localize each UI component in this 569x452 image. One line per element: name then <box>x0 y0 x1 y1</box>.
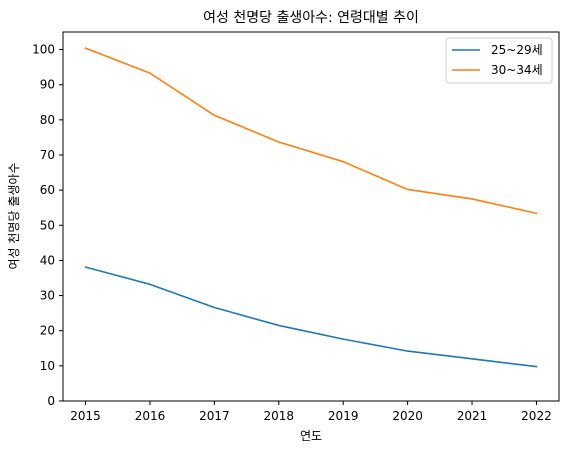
y-tick-label: 100 <box>32 43 55 57</box>
y-axis-label: 여성 천명당 출생아수 <box>6 163 21 270</box>
plot-frame <box>62 31 560 402</box>
y-tick-label: 80 <box>40 113 55 127</box>
plot-area <box>62 31 560 402</box>
chart-title: 여성 천명당 출생아수: 연령대별 추이 <box>203 10 419 26</box>
x-tick-label: 2019 <box>328 409 359 423</box>
x-axis-label: 연도 <box>300 429 322 443</box>
legend-label-0: 25~29세 <box>491 43 543 57</box>
legend-label-1: 30~34세 <box>491 63 543 77</box>
y-tick-label: 90 <box>40 78 55 92</box>
y-tick-label: 0 <box>47 394 55 408</box>
series-line-0 <box>84 266 538 368</box>
series-lines <box>84 47 538 368</box>
y-tick-label: 40 <box>40 253 55 267</box>
series-line-1 <box>84 47 538 215</box>
y-axis: 0 10 20 30 40 50 60 70 80 90 100 <box>32 43 63 408</box>
x-axis: 2015 2016 2017 2018 2019 2020 2021 2022 <box>70 401 552 423</box>
y-tick-label: 50 <box>40 218 55 232</box>
y-tick-label: 20 <box>40 324 55 338</box>
y-tick-label: 10 <box>40 359 55 373</box>
x-tick-label: 2022 <box>521 409 552 423</box>
x-tick-label: 2020 <box>392 409 423 423</box>
legend: 25~29세 30~34세 <box>445 37 553 84</box>
y-tick-label: 70 <box>40 148 55 162</box>
x-tick-label: 2018 <box>264 409 295 423</box>
y-tick-label: 30 <box>40 289 55 303</box>
x-tick-label: 2015 <box>70 409 101 423</box>
x-tick-label: 2017 <box>199 409 230 423</box>
x-tick-label: 2016 <box>135 409 166 423</box>
y-tick-label: 60 <box>40 183 55 197</box>
x-tick-label: 2021 <box>457 409 488 423</box>
